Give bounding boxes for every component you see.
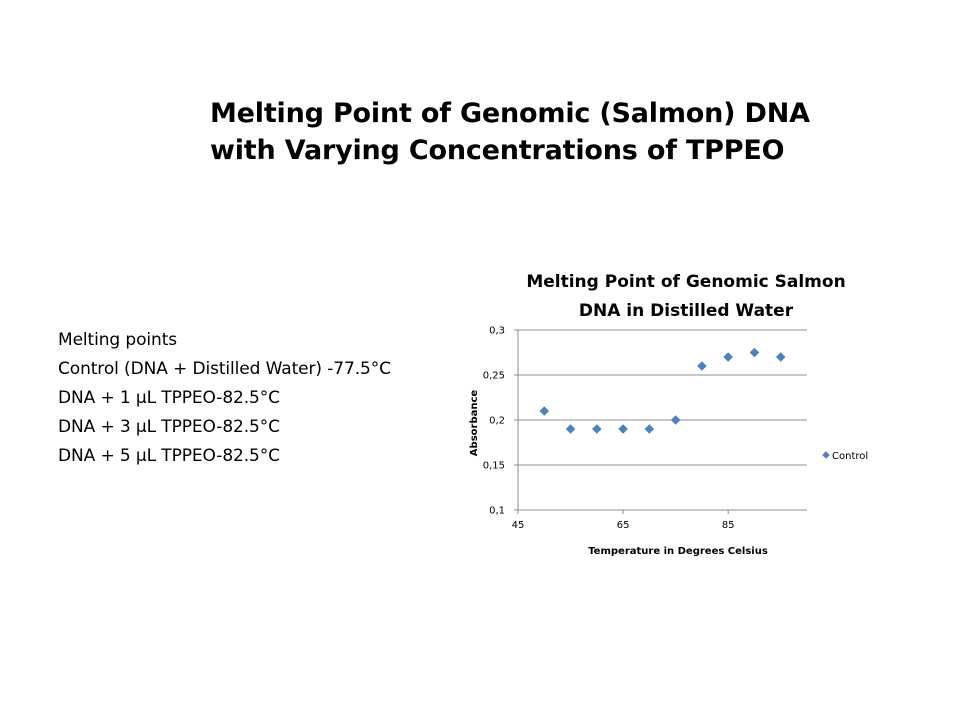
melting-points-list: Melting points Control (DNA + Distilled … [58,326,391,471]
data-point [749,347,760,358]
axes [514,329,807,514]
slide-title-line-1: Melting Point of Genomic (Salmon) DNA [210,98,810,129]
slide-title-line-2: with Varying Concentrations of TPPEO [210,135,785,166]
data-point [565,424,576,434]
melting-point-3ul: DNA + 3 µL TPPEO-82.5°C [58,417,280,437]
data-point [618,424,628,434]
x-axis-label: Temperature in Degrees Celsius [588,546,768,557]
data-point [539,406,550,416]
x-tick-label: 45 [512,520,525,531]
melting-point-control: Control (DNA + Distilled Water) -77.5°C [58,359,391,379]
data-point [644,424,655,434]
legend: Control [822,451,868,462]
legend-diamond-icon [822,451,830,459]
chart-title-line-1: Melting Point of Genomic Salmon [526,272,845,292]
tick-labels: 0,1 0,15 0,2 0,25 0,3 45 65 85 [483,326,735,532]
melting-points-heading: Melting points [58,330,178,350]
x-tick-label: 65 [617,520,630,531]
y-axis-label: Absorbance [469,390,480,457]
data-point [592,424,602,434]
gridlines [518,329,807,466]
data-points [539,347,786,434]
data-point [670,415,681,425]
data-point [723,352,733,362]
data-point [697,361,707,371]
chart-svg: Melting Point of Genomic Salmon DNA in D… [469,272,868,557]
data-point [775,352,786,362]
chart-title-line-2: DNA in Distilled Water [579,301,794,321]
x-tick-label: 85 [722,520,735,531]
legend-label-control: Control [832,451,868,462]
melting-point-1ul: DNA + 1 µL TPPEO-82.5°C [58,388,280,408]
y-tick-label: 0,3 [489,326,505,337]
slide-title: Melting Point of Genomic (Salmon) DNA wi… [210,95,810,169]
melting-point-5ul: DNA + 5 µL TPPEO-82.5°C [58,446,280,466]
y-tick-label: 0,1 [489,506,505,517]
y-tick-label: 0,15 [483,461,505,472]
y-tick-label: 0,25 [483,371,505,382]
y-tick-label: 0,2 [489,416,505,427]
scatter-chart: Melting Point of Genomic Salmon DNA in D… [455,260,895,570]
